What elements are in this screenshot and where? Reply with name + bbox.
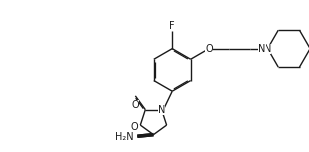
Text: H₂N: H₂N [115,132,133,142]
Text: O: O [205,44,213,54]
Text: N: N [158,105,165,115]
Text: F: F [169,21,175,31]
Text: N: N [258,44,265,54]
Text: O: O [132,100,139,110]
Text: N: N [264,44,271,54]
Text: O: O [131,122,138,132]
